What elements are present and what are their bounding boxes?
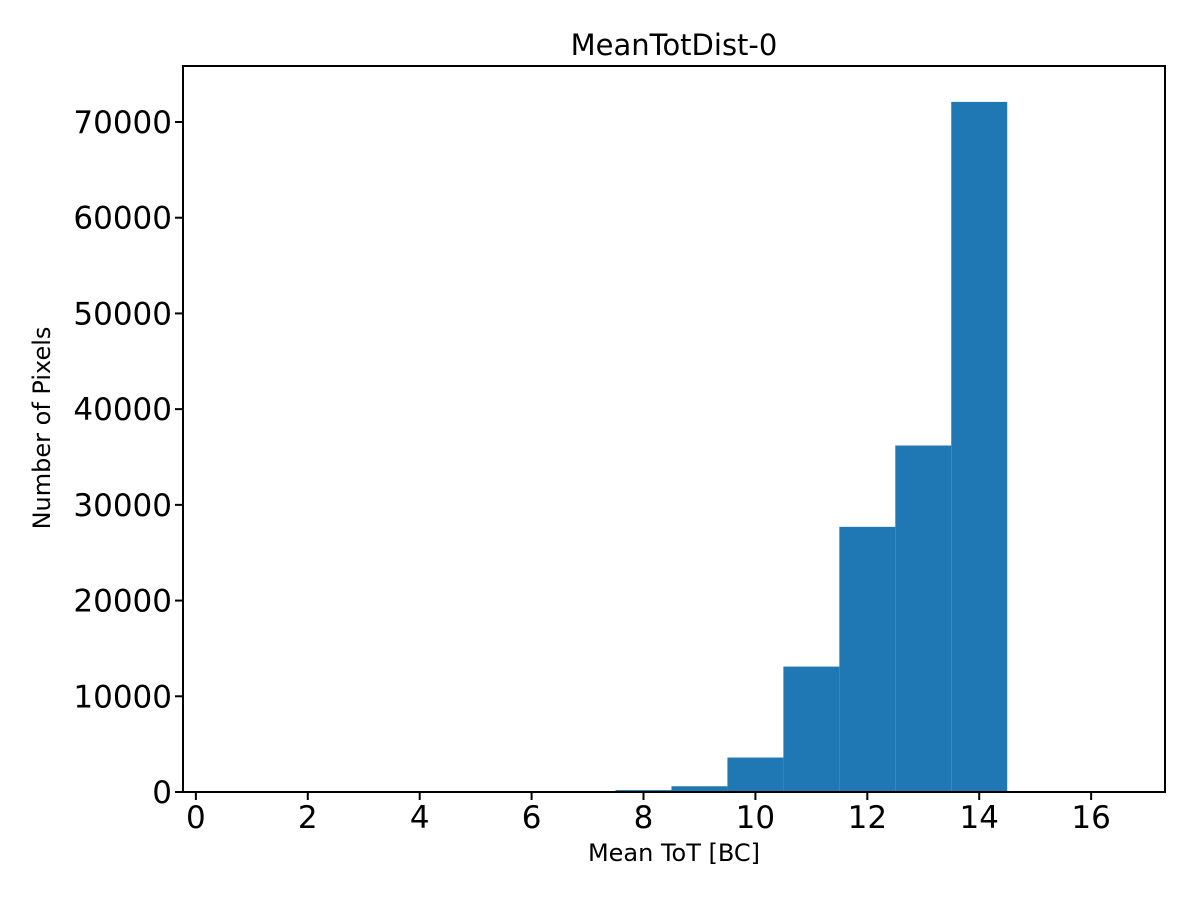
y-tick-label: 50000 (73, 296, 172, 332)
x-tick-label: 8 (634, 800, 654, 836)
y-tick-label: 0 (152, 775, 172, 811)
y-tick-label: 40000 (73, 392, 172, 428)
y-tick-label: 70000 (73, 105, 172, 141)
x-tick-label: 0 (186, 800, 206, 836)
histogram-bar (839, 526, 896, 792)
x-tick-label: 16 (1071, 800, 1110, 836)
x-axis-label: Mean ToT [BC] (588, 839, 760, 867)
histogram-bar (671, 786, 728, 792)
histogram-bar (951, 101, 1008, 793)
y-tick-label: 60000 (73, 201, 172, 237)
x-tick-label: 14 (960, 800, 999, 836)
y-tick-label: 10000 (73, 679, 172, 715)
y-axis-label: Number of Pixels (28, 327, 56, 530)
x-tick-label: 10 (736, 800, 775, 836)
y-tick-label: 30000 (73, 488, 172, 524)
chart-title: MeanTotDist-0 (571, 28, 778, 62)
histogram-bar (783, 666, 840, 792)
axes-group: 0 2 4 6 8 10 12 14 16 0 10000 20000 30000 40000 50000 6… (73, 65, 1166, 836)
y-tick-label: 20000 (73, 584, 172, 620)
x-tick-label: 6 (522, 800, 542, 836)
x-tick-label: 2 (298, 800, 318, 836)
plot-frame (182, 65, 1166, 793)
x-tick-label: 12 (848, 800, 887, 836)
x-tick-label: 4 (410, 800, 430, 836)
histogram-bar (727, 757, 784, 792)
histogram-bar (895, 445, 952, 792)
bars-group (615, 101, 1008, 793)
